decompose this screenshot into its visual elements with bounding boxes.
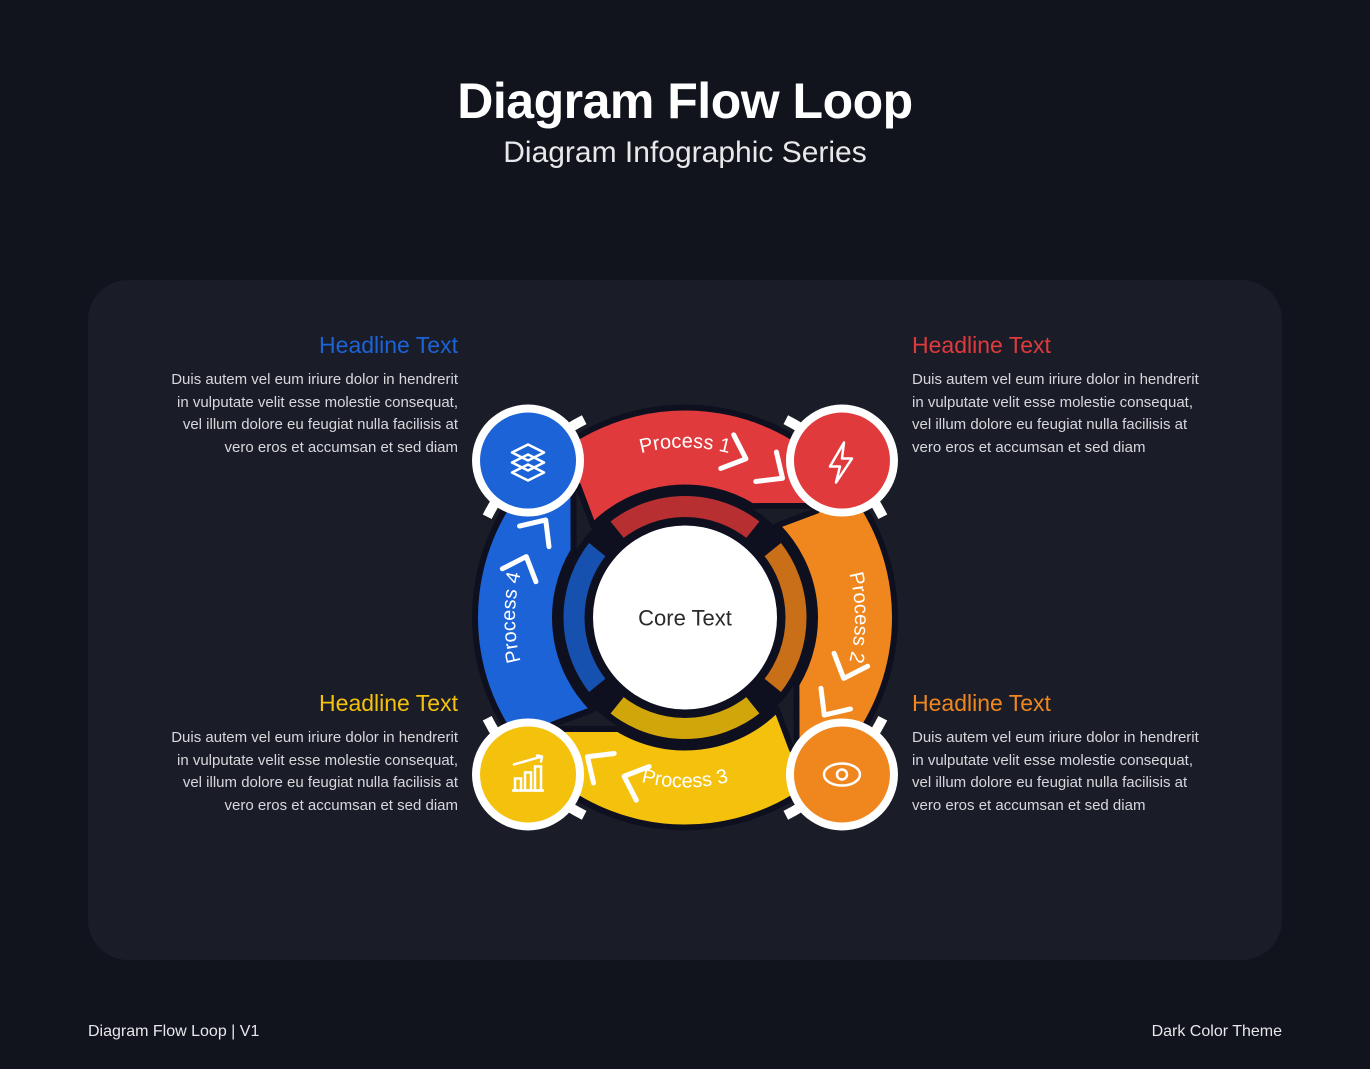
loop-diagram: Process 1Process 2Process 3Process 4Core… xyxy=(405,338,965,903)
diagram-panel: Headline Text Duis autem vel eum iriure … xyxy=(88,280,1282,960)
footer-left: Diagram Flow Loop | V1 xyxy=(88,1023,259,1041)
loop-svg: Process 1Process 2Process 3Process 4Core… xyxy=(405,338,965,898)
page-title: Diagram Flow Loop xyxy=(0,72,1370,130)
page-subtitle: Diagram Infographic Series xyxy=(0,136,1370,170)
footer-right: Dark Color Theme xyxy=(1152,1023,1282,1041)
svg-text:Core Text: Core Text xyxy=(638,606,732,631)
